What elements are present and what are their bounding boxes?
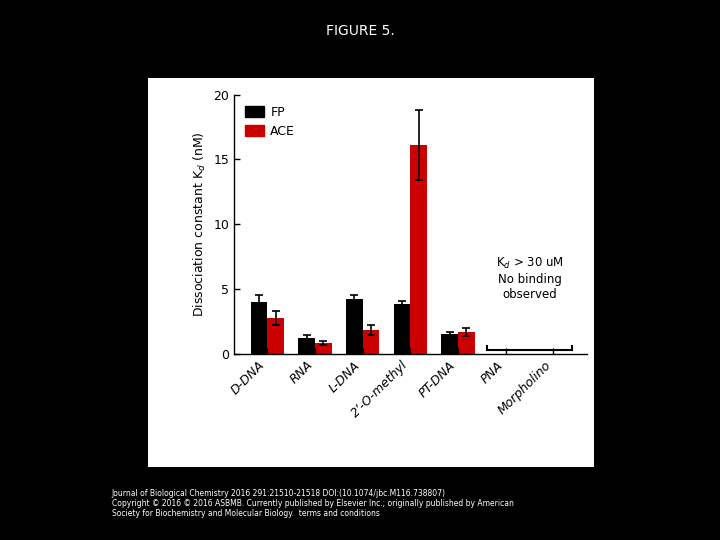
Bar — [267, 318, 284, 354]
Bar — [363, 330, 379, 354]
Bar — [251, 302, 267, 354]
Bar — [410, 145, 427, 354]
Legend: FP, ACE: FP, ACE — [240, 101, 300, 143]
Bar — [315, 343, 332, 354]
Bar — [346, 299, 363, 354]
Text: Journal of Biological Chemistry 2016 291:21510-21518 DOI:(10.1074/jbc.M116.73880: Journal of Biological Chemistry 2016 291… — [112, 489, 513, 518]
Bar — [441, 334, 458, 354]
Text: FIGURE 5.: FIGURE 5. — [325, 24, 395, 38]
Bar — [458, 332, 474, 354]
Text: K$_d$ > 30 uM
No binding
observed: K$_d$ > 30 uM No binding observed — [495, 256, 564, 301]
Bar — [394, 305, 410, 354]
Y-axis label: Dissociation constant K$_d$ (nM): Dissociation constant K$_d$ (nM) — [192, 131, 207, 317]
Bar — [298, 338, 315, 354]
